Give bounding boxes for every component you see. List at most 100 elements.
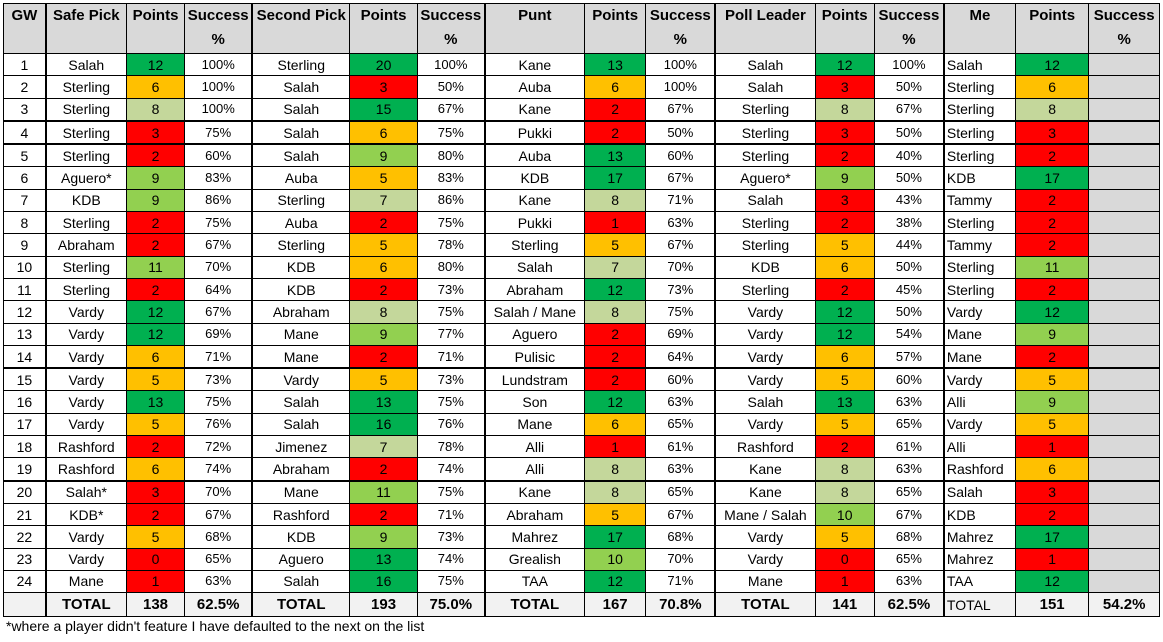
poll-points-cell: 2: [814, 143, 875, 168]
me-success-cell: [1088, 52, 1160, 77]
poll-leader-cell: Vardy: [714, 367, 816, 392]
second-total-label: TOTAL: [251, 592, 351, 618]
safe-pick-cell: Vardy: [44, 390, 127, 414]
poll-points-cell: 3: [814, 188, 875, 213]
second-pick-cell: Mane: [251, 322, 351, 346]
safe-success-cell: 64%: [184, 277, 253, 302]
poll-success-cell: 63%: [873, 457, 945, 482]
second-points-cell: 16: [349, 569, 418, 594]
second-success-cell: 80%: [416, 143, 486, 168]
me-success-cell: [1088, 457, 1160, 482]
punt-points-cell: 1: [583, 211, 647, 235]
me-cell: Alli: [942, 435, 1016, 459]
safe-success-cell: 73%: [184, 367, 253, 392]
header-second-points: Points: [349, 3, 418, 54]
header-row: GW Safe Pick Points Success % Second Pic…: [2, 3, 1160, 54]
me-points-cell: 6: [1014, 457, 1090, 482]
punt-success-cell: 70%: [645, 547, 716, 571]
table-row: 13 Vardy 12 69% Mane 9 77% Aguero 2 69% Vardy 12 54%…: [2, 322, 1160, 346]
safe-success-cell: 100%: [184, 75, 253, 99]
safe-pick-cell: Sterling: [44, 97, 127, 122]
me-cell: KDB: [942, 502, 1016, 527]
punt-points-cell: 12: [583, 390, 647, 414]
poll-total-label: TOTAL: [714, 592, 816, 618]
second-total-points: 193: [349, 592, 418, 618]
me-cell: Sterling: [942, 211, 1016, 235]
poll-leader-cell: Rashford: [714, 435, 816, 459]
gw-cell: 18: [2, 435, 47, 459]
second-points-cell: 5: [349, 367, 418, 392]
punt-success-cell: 67%: [645, 166, 716, 190]
punt-points-cell: 2: [583, 97, 647, 122]
punt-total-success: 70.8%: [645, 592, 716, 618]
punt-cell: Kane: [483, 97, 585, 122]
gw-cell: 2: [2, 75, 47, 99]
punt-cell: Abraham: [483, 502, 585, 527]
table-row: 4 Sterling 3 75% Salah 6 75% Pukki 2 50% Sterling 3…: [2, 119, 1160, 145]
poll-total-success: 62.5%: [873, 592, 945, 618]
poll-success-cell: 67%: [873, 502, 945, 527]
gw-cell: 21: [2, 502, 47, 527]
second-pick-cell: Vardy: [251, 367, 351, 392]
safe-points-cell: 2: [125, 502, 186, 527]
poll-leader-cell: Sterling: [714, 277, 816, 302]
poll-points-cell: 5: [814, 233, 875, 257]
second-points-cell: 6: [349, 119, 418, 145]
punt-cell: Auba: [483, 75, 585, 99]
punt-success-cell: 100%: [645, 75, 716, 99]
me-cell: Salah: [942, 52, 1016, 77]
punt-success-cell: 65%: [645, 479, 716, 504]
me-points-cell: 5: [1014, 367, 1090, 392]
safe-success-cell: 67%: [184, 502, 253, 527]
safe-pick-cell: Sterling: [44, 277, 127, 302]
me-success-cell: [1088, 547, 1160, 571]
second-points-cell: 8: [349, 300, 418, 324]
poll-success-cell: 50%: [873, 75, 945, 99]
safe-points-cell: 1: [125, 569, 186, 594]
poll-success-cell: 43%: [873, 188, 945, 213]
me-success-cell: [1088, 211, 1160, 235]
me-success-cell: [1088, 119, 1160, 145]
poll-points-cell: 12: [814, 300, 875, 324]
me-success-cell: [1088, 166, 1160, 190]
header-punt-success: Success %: [645, 3, 716, 54]
me-success-cell: [1088, 390, 1160, 414]
table-row: 2 Sterling 6 100% Salah 3 50% Auba 6 100% Salah 3 50…: [2, 75, 1160, 99]
poll-leader-cell: Mane: [714, 569, 816, 594]
gw-cell: 24: [2, 569, 47, 594]
second-points-cell: 7: [349, 188, 418, 213]
me-points-cell: 2: [1014, 344, 1090, 369]
second-success-cell: 67%: [416, 97, 486, 122]
safe-pick-cell: Sterling: [44, 75, 127, 99]
safe-points-cell: 9: [125, 166, 186, 190]
second-pick-cell: Salah: [251, 75, 351, 99]
poll-success-cell: 57%: [873, 344, 945, 369]
table-row: 24 Mane 1 63% Salah 16 75% TAA 12 71% Mane 1 63% TAA 1…: [2, 569, 1160, 594]
safe-success-cell: 67%: [184, 233, 253, 257]
punt-cell: Salah: [483, 255, 585, 279]
punt-success-cell: 71%: [645, 569, 716, 594]
gw-cell: 20: [2, 479, 47, 504]
poll-points-cell: 3: [814, 119, 875, 145]
table-row: 3 Sterling 8 100% Salah 15 67% Kane 2 67% Sterling…: [2, 97, 1160, 122]
second-success-cell: 73%: [416, 525, 486, 549]
safe-points-cell: 0: [125, 547, 186, 571]
punt-success-cell: 60%: [645, 367, 716, 392]
me-success-cell: [1088, 277, 1160, 302]
poll-leader-cell: Aguero*: [714, 166, 816, 190]
punt-cell: TAA: [483, 569, 585, 594]
safe-points-cell: 11: [125, 255, 186, 279]
safe-success-cell: 75%: [184, 390, 253, 414]
second-points-cell: 5: [349, 166, 418, 190]
header-me: Me: [942, 3, 1016, 54]
safe-points-cell: 5: [125, 525, 186, 549]
gw-cell: 10: [2, 255, 47, 279]
me-cell: Mahrez: [942, 547, 1016, 571]
punt-success-cell: 100%: [645, 52, 716, 77]
table-row: 17 Vardy 5 76% Salah 16 76% Mane 6 65% Vardy 5 65% Va…: [2, 412, 1160, 437]
punt-cell: Mahrez: [483, 525, 585, 549]
poll-success-cell: 38%: [873, 211, 945, 235]
punt-points-cell: 6: [583, 75, 647, 99]
table-row: 20 Salah* 3 70% Mane 11 75% Kane 8 65% Kane 8 65% Sal…: [2, 479, 1160, 504]
me-points-cell: 1: [1014, 547, 1090, 571]
